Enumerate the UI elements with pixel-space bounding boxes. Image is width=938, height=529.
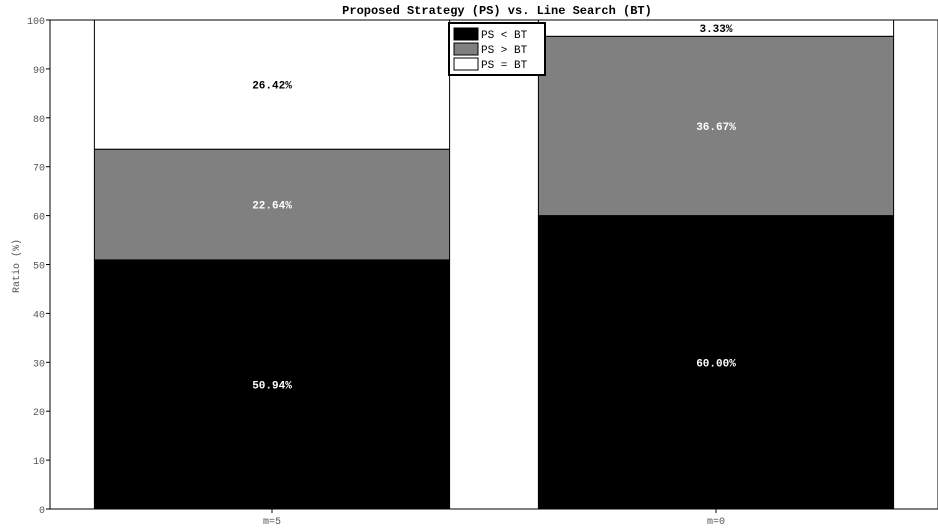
y-tick-label: 10: [33, 457, 45, 468]
bar-segment: [537, 35, 895, 217]
bar-segment: [93, 19, 451, 150]
y-tick-label: 80: [33, 115, 45, 126]
legend-entry-label: PS = BT: [481, 60, 528, 72]
legend-entry-label: PS < BT: [481, 30, 528, 42]
x-axis: m=5 m=0: [263, 509, 725, 528]
legend-swatch: [453, 27, 479, 41]
data-label: 60.00%: [696, 358, 736, 370]
y-tick-label: 50: [33, 262, 45, 273]
data-label: 36.67%: [696, 122, 736, 134]
legend-swatch: [453, 42, 479, 56]
bar-segment: [537, 215, 895, 510]
legend: PS < BT PS > BT PS = BT: [448, 22, 546, 76]
y-tick-label: 20: [33, 408, 45, 419]
y-axis-label: Ratio (%): [11, 239, 23, 293]
chart-title: Proposed Strategy (PS) vs. Line Search (…: [342, 4, 652, 18]
x-tick-label: m=5: [263, 517, 281, 528]
bars-group: 50.94% 22.64% 26.42% 60.00% 36.67% 3.33%: [93, 19, 895, 510]
bar-segment: [93, 148, 451, 261]
data-label: 22.64%: [252, 201, 292, 213]
y-tick-label: 60: [33, 213, 45, 224]
y-axis: 0 10 20 30 40 50 60 70 80 90 100: [27, 17, 938, 517]
y-tick-label: 40: [33, 310, 45, 321]
y-tick-label: 70: [33, 164, 45, 175]
legend-entry-label: PS > BT: [481, 45, 528, 57]
bar-segment: [93, 259, 451, 510]
data-label: 26.42%: [252, 81, 292, 93]
x-tick-label: m=0: [707, 517, 725, 528]
data-label: 50.94%: [252, 380, 292, 392]
y-tick-label: 100: [27, 17, 45, 28]
legend-swatch: [453, 57, 479, 71]
y-tick-label: 30: [33, 359, 45, 370]
y-tick-label: 0: [39, 506, 45, 517]
data-label: 3.33%: [699, 24, 732, 36]
y-tick-label: 90: [33, 66, 45, 77]
